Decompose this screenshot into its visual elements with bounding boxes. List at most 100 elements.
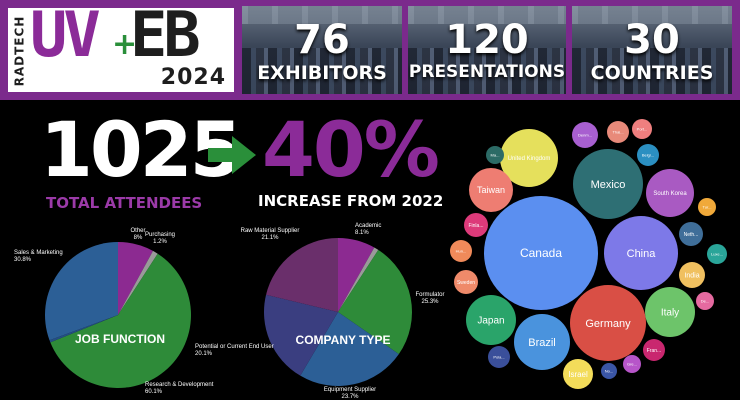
bubble-5 <box>514 314 570 370</box>
pie-slice-4 <box>264 294 338 376</box>
bubble-label-24: Tur... <box>703 204 712 209</box>
bubble-7 <box>466 295 516 345</box>
bubble-3 <box>573 149 643 219</box>
bubble-24 <box>698 198 716 216</box>
pie-slice-2 <box>50 253 192 389</box>
bubble-12 <box>679 222 703 246</box>
bubble-label-27: No... <box>605 368 613 373</box>
bubble-label-12: Neth... <box>684 232 699 238</box>
bubble-label-7: Japan <box>477 316 504 327</box>
photo-ceiling <box>408 6 566 24</box>
logo-eb: EB <box>130 0 201 71</box>
pie-slice-0 <box>338 238 375 312</box>
bubble-21 <box>632 119 652 139</box>
pie-label-equipment: Equipment Supplier 23.7% <box>324 387 376 400</box>
photo-crowd <box>242 48 402 94</box>
pie-slice-4 <box>44 241 118 341</box>
bubble-label-17: Belgi... <box>642 152 654 157</box>
increase-label: INCREASE FROM 2022 <box>258 192 444 210</box>
bubble-label-14: Thai... <box>612 129 623 134</box>
bubble-chart-countries: Canada Germany China Mexico United Kingdom Br… <box>450 119 727 389</box>
bubble-15 <box>454 270 478 294</box>
bubble-2 <box>604 216 678 290</box>
bubble-label-25: De... <box>701 298 709 303</box>
bubble-18 <box>643 339 665 361</box>
bubble-label-2: China <box>627 248 657 260</box>
attendees-label: TOTAL ATTENDEES <box>46 194 203 212</box>
bubble-label-6: Italy <box>661 308 679 319</box>
bubble-label-13: Denm... <box>578 132 592 137</box>
bubble-label-9: Taiwan <box>477 185 505 195</box>
right-arrow-icon <box>208 136 256 174</box>
stat-countries: 30 COUNTRIES <box>572 6 732 94</box>
stat-number: 120 <box>445 17 529 63</box>
bubble-label-10: Israel <box>568 370 588 379</box>
bubble-6 <box>645 287 695 337</box>
stat-presentations: 120 PRESENTATIONS <box>408 6 566 94</box>
pie-slice-0 <box>118 242 153 315</box>
pie-title-job: JOB FUNCTION <box>75 332 165 346</box>
bubble-label-22: Hun... <box>456 248 467 253</box>
bubble-label-21: Port... <box>637 126 648 131</box>
bubble-19 <box>707 244 727 264</box>
pie-slice-2 <box>338 249 412 355</box>
bubble-label-23: Ma... <box>491 152 500 157</box>
bubble-14 <box>607 121 629 143</box>
pie-label-rd: Research & Development 60.1% <box>145 382 214 395</box>
pie-label-academic: Academic 8.1% <box>355 223 381 236</box>
bubble-16 <box>464 213 488 237</box>
bubble-25 <box>696 292 714 310</box>
logo-year: 2024 <box>160 65 226 90</box>
bubble-label-26: Gre... <box>627 361 637 366</box>
bubble-0 <box>484 196 598 310</box>
pie-slice-1 <box>338 247 379 312</box>
bubble-9 <box>469 168 513 212</box>
bubble-label-3: Mexico <box>591 179 626 191</box>
pie-slice-1 <box>118 250 158 315</box>
bubble-label-1: Germany <box>585 318 631 330</box>
bubble-26 <box>623 355 641 373</box>
photo-ceiling <box>242 6 402 24</box>
stat-number: 30 <box>624 17 680 63</box>
logo-uv: UV <box>30 0 101 71</box>
bubble-27 <box>601 363 617 379</box>
bubble-11 <box>679 262 705 288</box>
photo-ceiling <box>572 6 732 24</box>
pie-label-formulator: Formulator 25.3% <box>415 292 444 305</box>
pie-chart-company-type: COMPANY TYPE Raw Material Supplier 21.1% Ac… <box>195 223 445 400</box>
stat-number: 76 <box>294 17 350 63</box>
bubble-label-11: India <box>684 272 699 279</box>
bubble-label-18: Fran... <box>647 348 661 354</box>
stat-label: EXHIBITORS <box>257 62 387 84</box>
bubble-label-16: Finla... <box>468 223 483 229</box>
logo-plus: + <box>112 27 138 62</box>
increase-number: 40% <box>262 105 440 194</box>
bubble-20 <box>488 346 510 368</box>
stat-exhibitors: 76 EXHIBITORS <box>242 6 402 94</box>
pie-slice-3 <box>300 312 399 386</box>
bubble-4 <box>500 129 558 187</box>
bubble-label-5: Brazil <box>528 337 556 349</box>
pie-label-enduser: Potential or Current End User 20.1% <box>195 344 274 357</box>
bubble-label-20: Pola... <box>493 354 504 359</box>
bubble-17 <box>637 144 659 166</box>
photo-crowd <box>572 48 732 94</box>
bubble-22 <box>450 240 472 262</box>
bubble-1 <box>570 285 646 361</box>
bubble-13 <box>572 122 598 148</box>
pie-label-purchasing: Purchasing 1.2% <box>145 232 175 245</box>
pie-label-sales: Sales & Marketing 30.8% <box>14 250 63 263</box>
bubble-10 <box>563 359 593 389</box>
bubble-23 <box>486 146 504 164</box>
bubble-label-19: Luxe... <box>711 251 723 256</box>
bubble-label-4: United Kingdom <box>508 156 551 162</box>
pie-title-company: COMPANY TYPE <box>296 333 391 347</box>
stat-label: COUNTRIES <box>590 62 714 84</box>
pie-label-raw: Raw Material Supplier 21.1% <box>241 228 300 241</box>
bubble-8 <box>646 169 694 217</box>
uveb-logo: RADTECH UV + EB 2024 <box>8 4 234 92</box>
stat-label: PRESENTATIONS <box>408 62 566 82</box>
bubble-label-0: Canada <box>520 246 562 260</box>
bubble-label-15: Sweden <box>457 280 475 286</box>
